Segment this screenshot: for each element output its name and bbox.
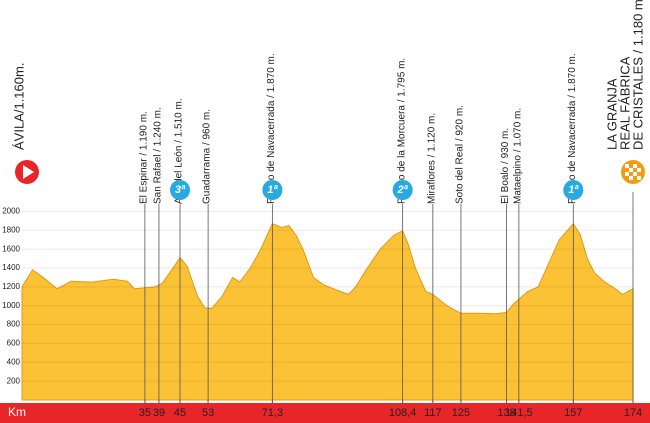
y-tick-label: 400 <box>7 357 21 366</box>
climb-category: 2ª <box>397 184 409 196</box>
finish-check <box>629 176 633 180</box>
x-tick-label: 117 <box>424 407 442 419</box>
finish-check <box>637 168 641 172</box>
waypoint-label: Puerto de la Morcuera / 1.795 m. <box>396 58 407 204</box>
y-tick-label: 600 <box>7 339 21 348</box>
waypoint-label: Puerto de Navacerrada / 1.870 m. <box>266 53 277 204</box>
x-tick-label: 174 <box>624 407 642 419</box>
y-tick-label: 1000 <box>2 301 20 310</box>
x-tick-label: 53 <box>202 407 214 419</box>
finish-check <box>637 176 641 180</box>
finish-check <box>633 172 637 176</box>
finish-label: REAL FÁBRICA <box>617 56 632 150</box>
waypoint-label: San Rafael / 1.240 m. <box>153 107 164 204</box>
x-tick-label: 71,3 <box>262 407 283 419</box>
elevation-area <box>21 222 634 401</box>
finish-label: LA GRANJA <box>604 78 619 150</box>
start-label: ÁVILA/1.160m. <box>11 63 26 150</box>
waypoint-label: Guadarrama / 960 m. <box>202 109 213 204</box>
waypoint-label: El Espinar / 1.190 m. <box>139 111 150 204</box>
y-tick-label: 1600 <box>2 244 20 253</box>
finish-label: DE CRISTALES / 1.180 m. <box>630 0 645 150</box>
x-tick-label: 157 <box>564 407 582 419</box>
climb-badge <box>392 180 413 200</box>
climb-category: 1ª <box>267 184 278 196</box>
y-tick-label: 1400 <box>2 263 20 272</box>
finish-check <box>625 164 629 168</box>
waypoint-label: Soto del Real / 920 m. <box>455 105 466 204</box>
finish-icon <box>621 160 645 184</box>
y-tick-label: 1800 <box>2 225 20 234</box>
waypoint-label: Puerto de Navacerrada / 1.870 m. <box>567 53 578 204</box>
x-axis-label: Km <box>8 405 26 419</box>
waypoint-label: El Boalo / 930 m. <box>500 128 511 204</box>
km-bar <box>0 403 650 423</box>
x-tick-label: 138 <box>497 407 515 419</box>
climb-badge <box>563 180 584 200</box>
waypoint-label: Mataelpino / 1.070 m. <box>513 108 524 204</box>
start-arrow <box>23 165 34 179</box>
y-tick-label: 200 <box>7 376 21 385</box>
x-tick-label: 125 <box>452 407 470 419</box>
climb-category: 1ª <box>568 184 579 196</box>
y-tick-label: 2000 <box>2 207 20 216</box>
y-tick-label: 1200 <box>2 282 20 291</box>
x-tick-label: 39 <box>153 407 165 419</box>
finish-check <box>629 168 633 172</box>
waypoint-label: Miraflores / 1.120 m. <box>426 113 437 204</box>
climb-badge <box>262 180 283 200</box>
finish-check <box>633 164 637 168</box>
y-tick-label: 800 <box>7 320 21 329</box>
climb-category: 3ª <box>175 184 186 196</box>
climb-badge <box>170 180 191 200</box>
x-tick-label: 108,4 <box>389 407 417 419</box>
x-tick-label: 141,5 <box>505 407 533 419</box>
x-tick-label: 35 <box>139 407 151 419</box>
x-tick-label: 45 <box>174 407 186 419</box>
waypoint-label: Alto del León / 1.510 m. <box>174 98 185 204</box>
finish-check <box>625 172 629 176</box>
